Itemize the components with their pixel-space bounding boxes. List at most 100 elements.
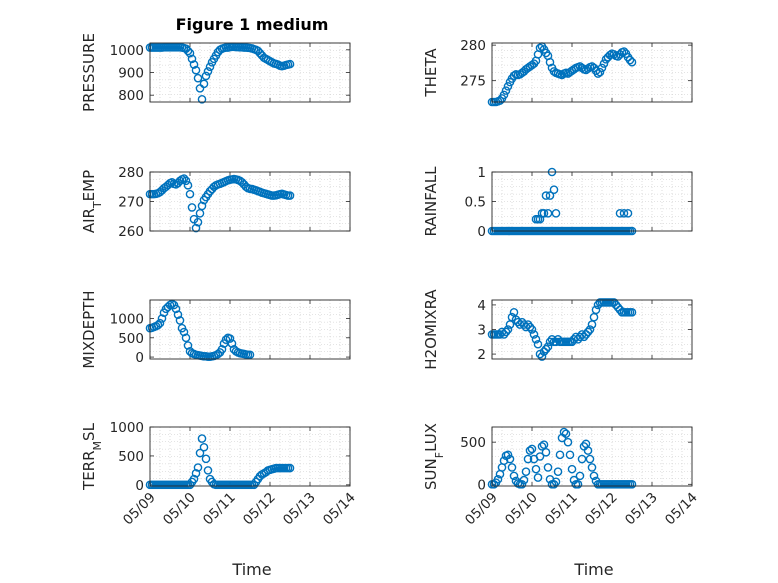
data-point xyxy=(541,344,551,354)
x-axis-label-left: Time xyxy=(231,560,271,579)
x-tick-label: 05/10 xyxy=(502,490,541,529)
data-point xyxy=(179,327,189,337)
data-point xyxy=(539,208,549,218)
subplot-sun-flux: 0 500 05/09 05/10 05/11 05/12 05/13 05/14 SUNFLU… xyxy=(422,423,701,528)
data-point xyxy=(523,454,533,464)
y-tick-label: 3 xyxy=(477,323,486,339)
data-point xyxy=(155,318,165,328)
data-point xyxy=(185,189,195,199)
data-point xyxy=(501,86,511,95)
data-point xyxy=(627,57,637,67)
data-point xyxy=(535,214,545,224)
x-tick-label: 05/13 xyxy=(280,490,319,529)
y-tick-label: 280 xyxy=(118,165,144,181)
data-point xyxy=(495,96,505,105)
data-point xyxy=(553,467,563,476)
data-point xyxy=(537,352,547,361)
data-point xyxy=(499,456,509,466)
y-tick-label: 0 xyxy=(477,477,486,493)
data-point xyxy=(171,304,181,314)
data-point xyxy=(623,208,633,218)
data-point xyxy=(205,62,215,72)
data-point xyxy=(525,322,535,332)
subplot-mixdepth: 0 500 1000 MIXDEPTH xyxy=(80,290,351,369)
series-points xyxy=(145,174,295,233)
data-point xyxy=(189,474,199,484)
x-tick-label: 05/14 xyxy=(320,490,359,529)
y-tick-label: 0 xyxy=(477,224,486,240)
data-point xyxy=(539,440,549,450)
y-axis-label: H2OMIXRA xyxy=(422,289,440,370)
data-point xyxy=(531,464,541,474)
data-point xyxy=(517,480,527,489)
data-point xyxy=(507,463,517,472)
y-tick-label: 4 xyxy=(477,298,486,314)
data-point xyxy=(503,450,513,460)
x-tick-label: 05/14 xyxy=(662,490,701,529)
y-tick-label: 1000 xyxy=(110,420,144,436)
y-tick-label: 800 xyxy=(118,88,144,104)
data-point xyxy=(527,444,537,454)
data-point xyxy=(285,59,295,69)
axes-box xyxy=(491,426,693,487)
data-point xyxy=(201,71,211,81)
data-point xyxy=(197,434,207,443)
data-point xyxy=(221,335,231,345)
subplot-pressure: 800 900 1000 PRESSURE xyxy=(80,33,351,112)
data-point xyxy=(183,341,193,350)
subplot-terr-msl: 0 500 1000 05/09 05/10 05/11 05/12 05/13 05/14 TE… xyxy=(80,420,359,528)
data-point xyxy=(589,471,599,481)
series-points xyxy=(487,298,637,361)
series-points xyxy=(487,427,637,489)
data-point xyxy=(595,67,605,77)
data-point xyxy=(573,480,583,489)
data-point xyxy=(503,82,513,91)
y-tick-label: 270 xyxy=(118,195,144,211)
data-point xyxy=(615,208,625,218)
data-point xyxy=(193,217,203,227)
x-tick-label: 05/12 xyxy=(240,490,279,529)
data-point xyxy=(173,310,183,319)
data-point xyxy=(191,223,201,233)
data-point xyxy=(533,473,543,482)
data-point xyxy=(535,452,545,461)
data-point xyxy=(191,468,201,478)
data-point xyxy=(153,320,163,330)
data-point xyxy=(187,203,197,212)
figure-title: Figure 1 medium xyxy=(176,15,329,34)
subplot-theta: 275 280 THETA xyxy=(422,38,693,107)
y-axis-label: TERRMSL xyxy=(80,422,104,491)
data-point xyxy=(227,339,237,348)
data-point xyxy=(285,463,295,473)
data-point xyxy=(545,191,555,200)
data-point xyxy=(551,208,561,218)
data-point xyxy=(627,480,637,489)
data-point xyxy=(285,191,295,200)
data-point xyxy=(503,325,513,334)
axes-box xyxy=(149,42,351,103)
axes-box xyxy=(491,42,693,103)
data-point xyxy=(541,447,551,457)
y-axis-label: PRESSURE xyxy=(80,33,98,112)
data-point xyxy=(599,59,609,68)
y-tick-label: 900 xyxy=(118,66,144,82)
data-point xyxy=(197,94,207,104)
y-tick-label: 500 xyxy=(118,449,144,465)
data-point xyxy=(185,48,195,58)
data-point xyxy=(183,180,193,190)
data-point xyxy=(203,466,213,475)
data-point xyxy=(565,450,575,460)
data-point xyxy=(585,454,595,464)
data-point xyxy=(245,350,255,360)
data-point xyxy=(543,208,553,218)
data-point xyxy=(549,480,559,489)
axes-box xyxy=(491,171,693,232)
subplot-rainfall: 0 0.5 1 RAINFALL xyxy=(422,165,693,240)
data-point xyxy=(585,325,595,334)
data-point xyxy=(195,448,205,458)
subplot-air-temp: 260 270 280 AIRTEMP xyxy=(80,165,351,240)
data-point xyxy=(519,475,529,485)
series-points xyxy=(145,42,295,104)
series-points xyxy=(487,42,637,107)
data-point xyxy=(559,427,569,437)
